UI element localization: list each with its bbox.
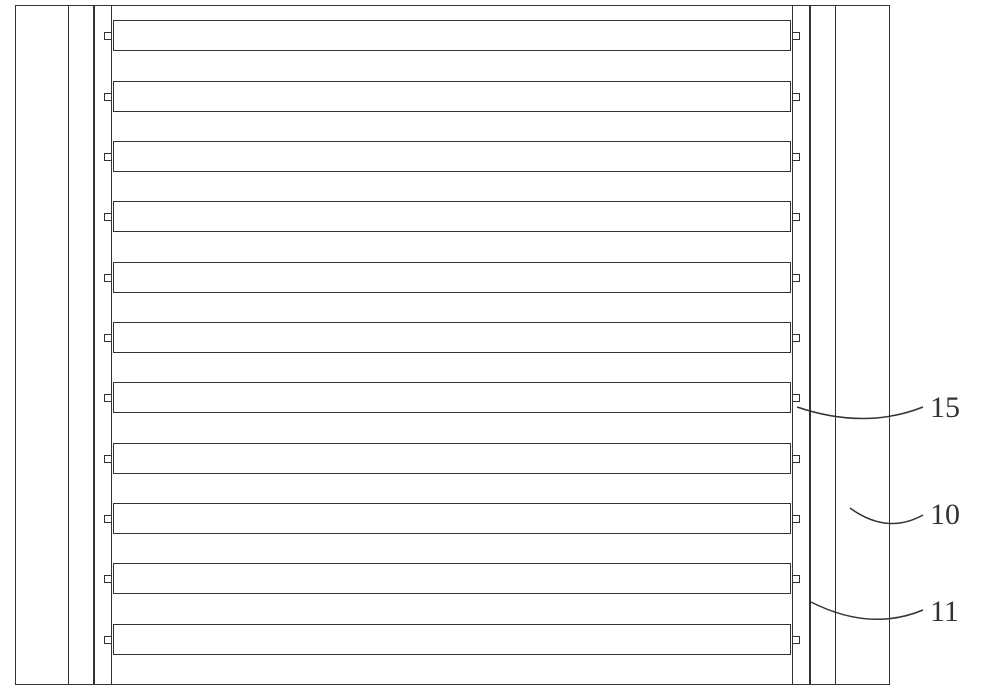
slat-connector-left (104, 153, 112, 161)
slat-connector-right (792, 213, 800, 221)
slat-connector-right (792, 394, 800, 402)
left-rail-inner (94, 5, 112, 685)
slat-connector-left (104, 636, 112, 644)
slat (113, 443, 791, 474)
reference-label: 11 (930, 595, 959, 629)
slat-connector-right (792, 32, 800, 40)
slat (113, 81, 791, 112)
slat-connector-right (792, 334, 800, 342)
slat (113, 503, 791, 534)
right-rail-inner (792, 5, 810, 685)
left-rail-outer (68, 5, 94, 685)
slat (113, 382, 791, 413)
slat-connector-left (104, 455, 112, 463)
slat (113, 262, 791, 293)
slat-connector-right (792, 575, 800, 583)
slat-connector-left (104, 334, 112, 342)
slat (113, 322, 791, 353)
slat-connector-right (792, 274, 800, 282)
right-rail-outer (810, 5, 836, 685)
slat-connector-left (104, 575, 112, 583)
slat-connector-left (104, 93, 112, 101)
slat (113, 201, 791, 232)
slat-connector-right (792, 515, 800, 523)
slat (113, 624, 791, 655)
slat-connector-right (792, 636, 800, 644)
slat-connector-right (792, 455, 800, 463)
slat-connector-left (104, 274, 112, 282)
reference-label: 10 (930, 498, 960, 532)
slat-connector-left (104, 394, 112, 402)
slat (113, 563, 791, 594)
slat-connector-left (104, 32, 112, 40)
reference-label: 15 (930, 391, 960, 425)
slat (113, 20, 791, 51)
slat (113, 141, 791, 172)
slat-connector-left (104, 213, 112, 221)
slat-connector-right (792, 93, 800, 101)
slat-connector-right (792, 153, 800, 161)
slat-connector-left (104, 515, 112, 523)
